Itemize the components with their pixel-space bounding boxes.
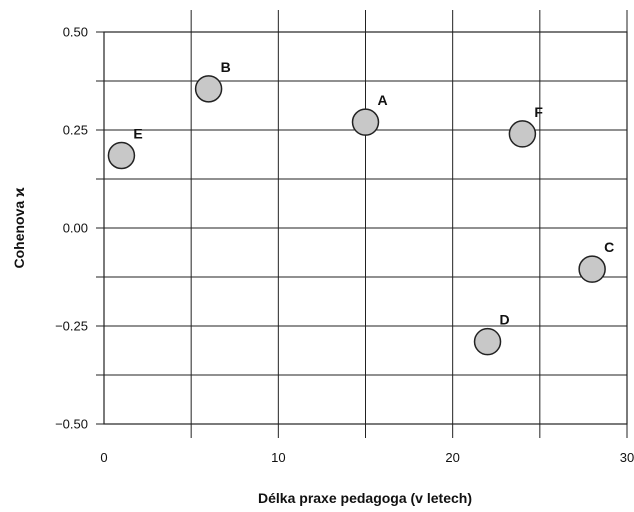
point-label-b: B (221, 59, 231, 75)
y-tick-label: 0.50 (63, 25, 88, 40)
plot-frame (103, 31, 628, 425)
point-label-e: E (133, 125, 142, 141)
x-axis-title: Délka praxe pedagoga (v letech) (258, 490, 472, 506)
x-tick-label: 0 (100, 450, 107, 465)
y-tick-label: 0.25 (63, 123, 88, 138)
data-point-d (473, 327, 502, 356)
point-label-f: F (534, 104, 543, 120)
x-tick-label: 30 (620, 450, 634, 465)
data-point-b (194, 75, 223, 103)
point-label-d: D (500, 312, 510, 328)
x-tick-label: 20 (445, 450, 459, 465)
data-point-f (508, 120, 537, 148)
x-tick-label: 10 (271, 450, 285, 465)
point-label-c: C (604, 239, 614, 255)
point-label-a: A (378, 92, 388, 108)
y-tick-label: −0.50 (55, 417, 88, 432)
grid (96, 10, 628, 438)
data-point-c (578, 255, 606, 283)
ticks: 0 10 20 30 −0.50 −0.25 0.00 0.25 0.50 (55, 25, 634, 466)
data-point-e (107, 141, 136, 170)
y-tick-label: 0.00 (63, 221, 88, 236)
data-point-a (351, 108, 380, 136)
y-axis-title: Cohenova ϰ (11, 187, 27, 269)
y-tick-label: −0.25 (55, 319, 88, 334)
data-points: A B C D E F (107, 59, 614, 356)
